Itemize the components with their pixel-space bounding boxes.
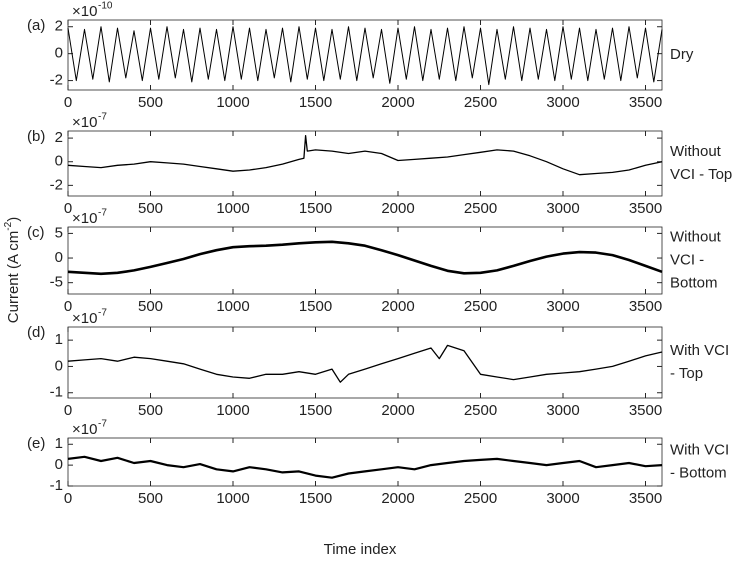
y-tick-label: -2 [50, 72, 63, 89]
y-tick-label: -1 [50, 477, 63, 494]
x-tick-label: 2000 [381, 200, 414, 217]
plot-frame [67, 326, 663, 399]
x-tick-label: 500 [138, 94, 163, 111]
panel-side-label: Dry [670, 46, 694, 63]
x-tick-label: 3500 [629, 94, 662, 111]
y-tick-label: 0 [55, 249, 63, 266]
data-line [67, 455, 663, 479]
panel-side-label: With VCI [670, 441, 729, 458]
y-tick-label: 0 [55, 456, 63, 473]
x-tick-label: 1500 [299, 298, 332, 315]
x-tick-label: 3500 [629, 298, 662, 315]
plot-frame [67, 19, 663, 91]
x-tick-label: 0 [64, 298, 72, 315]
y-tick-label: 1 [55, 331, 63, 348]
x-tick-label: 1000 [216, 298, 249, 315]
x-tick-label: 3500 [629, 490, 662, 507]
plot-frame [67, 437, 663, 487]
y-multiplier-exponent: -10 [98, 1, 113, 12]
data-line [67, 26, 663, 86]
y-tick-label: 5 [55, 224, 63, 241]
panel-label: (b) [27, 128, 45, 145]
y-tick-label: 0 [55, 357, 63, 374]
x-tick-label: 1500 [299, 490, 332, 507]
y-tick-label: 2 [55, 18, 63, 35]
x-tick-label: 0 [64, 200, 72, 217]
x-tick-label: 1000 [216, 490, 249, 507]
y-tick-label: 0 [55, 153, 63, 170]
x-tick-label: 3500 [629, 402, 662, 419]
x-tick-label: 500 [138, 298, 163, 315]
x-tick-label: 2000 [381, 94, 414, 111]
x-tick-label: 2000 [381, 402, 414, 419]
panel-side-label: Without [670, 228, 722, 245]
y-multiplier-exponent: -7 [98, 208, 107, 219]
panel-side-label: Bottom [670, 274, 718, 291]
plot-frame [67, 130, 663, 197]
y-label-text: Current (A cm [5, 231, 22, 324]
x-tick-label: 1500 [299, 402, 332, 419]
x-tick-label: 3000 [546, 94, 579, 111]
x-tick-label: 0 [64, 490, 72, 507]
panel-side-label: VCI - Top [670, 166, 732, 183]
y-tick-label: -2 [50, 176, 63, 193]
y-multiplier: ×10 [72, 114, 97, 131]
x-tick-label: 1500 [299, 94, 332, 111]
panel-label: (c) [27, 224, 45, 241]
x-tick-label: 2000 [381, 490, 414, 507]
y-label-close: ) [5, 217, 22, 222]
panel-side-label: - Top [670, 365, 703, 382]
y-multiplier-exponent: -7 [98, 419, 107, 430]
plot-frame [67, 226, 663, 295]
x-tick-label: 3000 [546, 402, 579, 419]
y-tick-label: 0 [55, 45, 63, 62]
y-tick-label: -5 [50, 274, 63, 291]
x-tick-label: 2500 [464, 402, 497, 419]
x-tick-label: 2500 [464, 490, 497, 507]
y-multiplier: ×10 [72, 310, 97, 327]
y-axis-label: Current (A cm-2) [3, 217, 22, 323]
panel-side-label: - Bottom [670, 464, 727, 481]
x-axis-label: Time index [324, 541, 397, 558]
x-tick-label: 0 [64, 94, 72, 111]
x-tick-label: 2500 [464, 298, 497, 315]
x-tick-label: 3500 [629, 200, 662, 217]
x-tick-label: 1000 [216, 94, 249, 111]
panel-label: (e) [27, 435, 45, 452]
y-multiplier-exponent: -7 [98, 308, 107, 319]
panel-label: (d) [27, 324, 45, 341]
data-line [67, 135, 663, 176]
x-tick-label: 500 [138, 490, 163, 507]
x-tick-label: 500 [138, 200, 163, 217]
data-line [67, 240, 663, 276]
x-tick-label: 1500 [299, 200, 332, 217]
panel-side-label: Without [670, 143, 722, 160]
panel-side-label: VCI - [670, 251, 704, 268]
x-tick-label: 2500 [464, 94, 497, 111]
x-tick-label: 1000 [216, 200, 249, 217]
y-multiplier: ×10 [72, 421, 97, 438]
y-label-exponent: -2 [3, 221, 14, 230]
x-tick-label: 2000 [381, 298, 414, 315]
y-multiplier-exponent: -7 [98, 112, 107, 123]
y-tick-label: 1 [55, 435, 63, 452]
y-axis-label-group: Current (A cm-2) [3, 217, 22, 323]
x-tick-label: 1000 [216, 402, 249, 419]
y-multiplier: ×10 [72, 210, 97, 227]
x-tick-label: 0 [64, 402, 72, 419]
y-multiplier: ×10 [72, 3, 97, 20]
panel-label: (a) [27, 17, 45, 34]
x-tick-label: 2500 [464, 200, 497, 217]
x-tick-label: 500 [138, 402, 163, 419]
data-line [67, 344, 663, 383]
x-tick-label: 3000 [546, 298, 579, 315]
y-tick-label: 2 [55, 129, 63, 146]
x-tick-label: 3000 [546, 490, 579, 507]
x-tick-label: 3000 [546, 200, 579, 217]
y-tick-label: -1 [50, 384, 63, 401]
panel-side-label: With VCI [670, 342, 729, 359]
